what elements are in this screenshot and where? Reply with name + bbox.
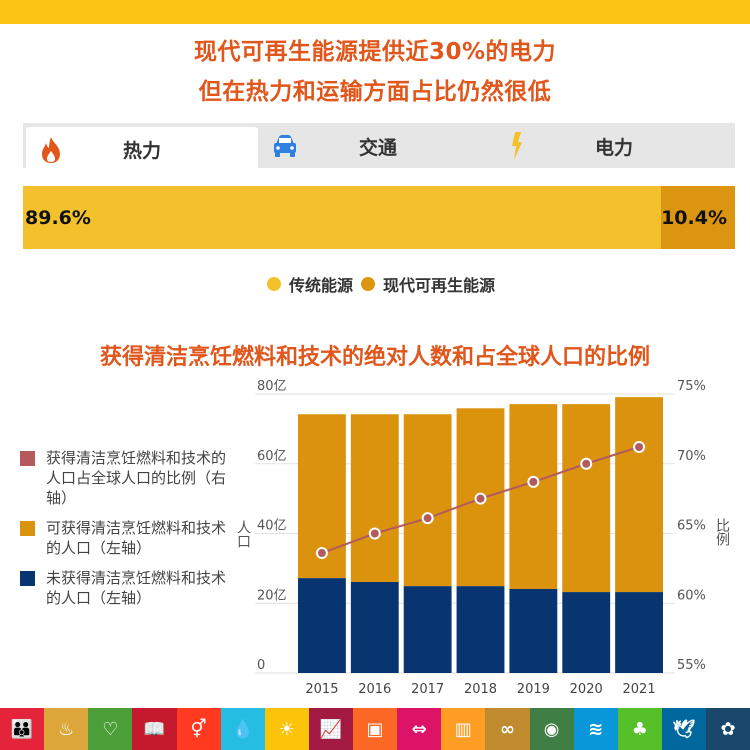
share-point <box>527 475 540 488</box>
share-point <box>315 547 328 560</box>
legend-swatch-share <box>20 451 35 466</box>
share-legend: 传统能源 现代可再生能源 <box>0 272 750 296</box>
zero-hunger-icon: ♨ <box>44 708 89 750</box>
right-axis-tick: 75% <box>677 379 706 394</box>
tab-transport-label: 交通 <box>359 137 398 159</box>
left-axis-tick: 80亿 <box>257 379 287 394</box>
left-axis-tick: 20亿 <box>257 588 287 603</box>
legend-dot-traditional <box>266 277 281 291</box>
bar-no-access <box>615 592 663 673</box>
legend-item-no-access: 未获得清洁烹饪燃料和技术的人口（左轴） <box>20 568 235 608</box>
chart-legend: 获得清洁烹饪燃料和技术的人口占全球人口的比例（右轴） 可获得清洁烹饪燃料和技术的… <box>20 448 235 618</box>
legend-label-modern: 现代可再生能源 <box>383 276 496 295</box>
legend-label-share: 获得清洁烹饪燃料和技术的人口占全球人口的比例（右轴） <box>46 449 227 507</box>
share-point <box>633 441 646 454</box>
bar-no-access <box>456 586 505 673</box>
bar-no-access <box>403 586 452 673</box>
peace-justice-icon: 🕊 <box>661 708 706 750</box>
traditional-share-label: 89.6% <box>25 206 91 229</box>
no-poverty-icon: 👪 <box>0 708 45 750</box>
x-axis-tick: 2021 <box>623 682 656 697</box>
left-axis-title: 人口 <box>235 520 251 548</box>
share-point <box>474 492 487 505</box>
education-icon: 📖 <box>132 708 177 750</box>
bar-no-access <box>562 592 611 673</box>
tab-heat[interactable]: 热力 <box>26 127 258 168</box>
reduced-inequalities-icon: ⇔ <box>397 708 442 750</box>
sector-tabs: 热力 交通 电力 <box>23 123 735 168</box>
share-point <box>580 457 593 470</box>
bar-no-access <box>298 578 346 673</box>
heat-share-bar: 89.6% 10.4% <box>23 186 735 249</box>
legend-swatch-access <box>20 521 35 536</box>
chart-title: 获得清洁烹饪燃料和技术的绝对人数和占全球人口的比例 <box>99 345 650 370</box>
share-point <box>368 527 381 540</box>
legend-item-access: 可获得清洁烹饪燃料和技术的人口（左轴） <box>20 518 235 558</box>
right-axis-tick: 65% <box>677 519 706 534</box>
gender-equality-icon: ⚥ <box>176 708 221 750</box>
legend-swatch-no-access <box>20 571 35 586</box>
partnerships-icon: ✿ <box>706 708 750 750</box>
sdg-icon-strip: 👪 ♨ ♡ 📖 ⚥ 💧 ☀ 📈 ▣ ⇔ ▥ ∞ ◉ ≋ ♣ 🕊 ✿ <box>0 708 750 750</box>
page-headline: 现代可再生能源提供近30%的电力 但在热力和运输方面占比仍然很低 <box>0 32 750 112</box>
modern-renewable-segment: 10.4% <box>660 186 735 249</box>
top-banner <box>0 0 750 24</box>
headline-line-1: 现代可再生能源提供近30%的电力 <box>193 39 557 65</box>
lightning-icon <box>512 132 522 160</box>
x-axis-tick: 2015 <box>305 682 338 697</box>
life-on-land-icon: ♣ <box>617 708 662 750</box>
right-axis-tick: 60% <box>677 588 706 603</box>
right-axis-title: 比例 <box>714 518 730 546</box>
tab-heat-label: 热力 <box>123 140 162 162</box>
tab-electricity[interactable]: 电力 <box>500 123 735 168</box>
left-axis-tick: 40亿 <box>257 519 287 534</box>
bar-access <box>562 404 611 593</box>
bar-access <box>615 397 663 593</box>
right-axis-tick: 55% <box>677 658 706 673</box>
modern-share-label: 10.4% <box>661 206 727 229</box>
clean-energy-icon: ☀ <box>264 708 309 750</box>
sustainable-cities-icon: ▥ <box>441 708 486 750</box>
headline-line-2: 但在热力和运输方面占比仍然很低 <box>198 79 552 105</box>
clean-water-icon: 💧 <box>220 708 265 750</box>
industry-icon: ▣ <box>353 708 398 750</box>
bar-no-access <box>350 581 399 673</box>
flame-icon <box>42 137 60 163</box>
health-icon: ♡ <box>88 708 133 750</box>
decent-work-icon: 📈 <box>308 708 353 750</box>
share-point <box>421 512 434 525</box>
left-axis-tick: 60亿 <box>257 449 287 464</box>
left-axis-tick: 0 <box>257 658 265 673</box>
bar-access <box>403 414 452 587</box>
car-icon <box>274 135 296 157</box>
legend-label-access: 可获得清洁烹饪燃料和技术的人口（左轴） <box>46 519 227 557</box>
bar-access <box>350 414 399 582</box>
life-below-water-icon: ≋ <box>573 708 618 750</box>
x-axis-tick: 2018 <box>464 682 497 697</box>
climate-action-icon: ◉ <box>529 708 574 750</box>
responsible-consumption-icon: ∞ <box>485 708 530 750</box>
legend-dot-modern <box>361 277 375 291</box>
x-axis-tick: 2016 <box>358 682 391 697</box>
traditional-energy-segment: 89.6% <box>23 186 661 249</box>
legend-label-traditional: 传统能源 <box>288 276 353 295</box>
right-axis-tick: 70% <box>677 449 706 464</box>
tab-electricity-label: 电力 <box>595 137 634 159</box>
bar-access <box>509 404 558 589</box>
legend-item-share: 获得清洁烹饪燃料和技术的人口占全球人口的比例（右轴） <box>20 448 235 508</box>
x-axis-tick: 2017 <box>411 682 444 697</box>
legend-label-no-access: 未获得清洁烹饪燃料和技术的人口（左轴） <box>46 569 227 607</box>
tab-transport[interactable]: 交通 <box>258 123 500 168</box>
x-axis-tick: 2019 <box>517 682 550 697</box>
bar-no-access <box>509 588 558 673</box>
x-axis-tick: 2020 <box>570 682 603 697</box>
